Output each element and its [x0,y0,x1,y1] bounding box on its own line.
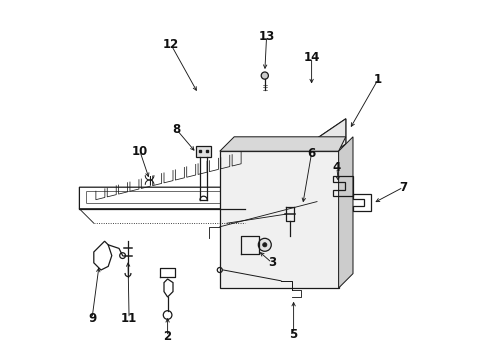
Polygon shape [220,137,346,151]
Text: 3: 3 [268,256,276,269]
Circle shape [261,72,269,79]
Text: 1: 1 [374,73,382,86]
Circle shape [258,238,271,251]
Text: 9: 9 [88,312,96,325]
Circle shape [263,243,267,247]
Text: 12: 12 [163,39,179,51]
Text: 6: 6 [308,147,316,159]
Text: 4: 4 [333,161,341,174]
Polygon shape [339,137,353,288]
Polygon shape [220,151,339,288]
Text: 13: 13 [259,30,275,42]
Text: 11: 11 [121,312,137,325]
Text: 10: 10 [132,145,148,158]
Text: 7: 7 [399,181,408,194]
Text: 14: 14 [303,51,320,64]
FancyBboxPatch shape [196,146,211,157]
Polygon shape [245,119,346,209]
Text: 5: 5 [290,328,298,341]
Text: 8: 8 [172,123,181,136]
Text: 2: 2 [164,330,171,343]
